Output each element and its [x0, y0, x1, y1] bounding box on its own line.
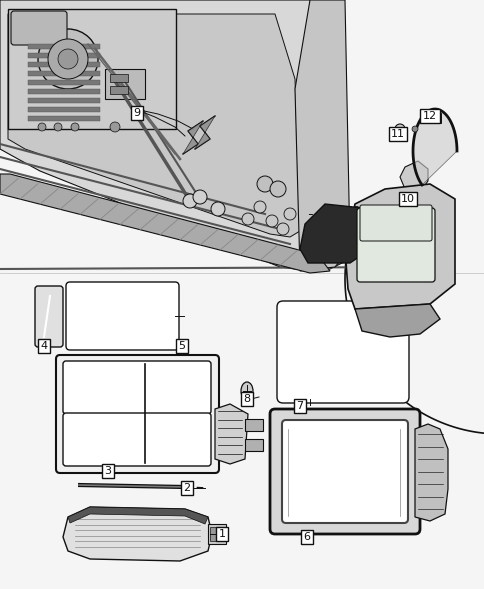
Bar [28, 62, 100, 67]
Bar [28, 80, 100, 85]
Bar [110, 74, 128, 82]
Circle shape [394, 124, 404, 134]
Polygon shape [399, 161, 427, 189]
FancyBboxPatch shape [66, 282, 179, 350]
Text: 3: 3 [104, 466, 111, 476]
Circle shape [48, 39, 88, 79]
FancyBboxPatch shape [270, 409, 419, 534]
Bar [28, 53, 100, 58]
Polygon shape [8, 14, 300, 237]
Text: 7: 7 [296, 401, 303, 411]
Polygon shape [68, 507, 208, 524]
FancyBboxPatch shape [356, 208, 434, 282]
FancyBboxPatch shape [63, 361, 211, 414]
Bar [110, 86, 128, 94]
Bar [28, 107, 100, 112]
FancyBboxPatch shape [359, 205, 431, 241]
Circle shape [182, 194, 197, 208]
Ellipse shape [241, 382, 253, 400]
FancyBboxPatch shape [35, 286, 63, 347]
FancyBboxPatch shape [56, 355, 219, 473]
Text: 8: 8 [243, 394, 250, 404]
Circle shape [211, 202, 225, 216]
FancyBboxPatch shape [63, 413, 211, 466]
Text: 10: 10 [400, 194, 414, 204]
Circle shape [270, 181, 286, 197]
Bar [28, 98, 100, 103]
FancyBboxPatch shape [281, 420, 407, 523]
Polygon shape [354, 304, 439, 337]
Text: 5: 5 [178, 341, 185, 351]
Polygon shape [182, 121, 203, 154]
Circle shape [265, 215, 277, 227]
Bar [105, 69, 145, 99]
Bar [28, 89, 100, 94]
Bar [432, 113, 440, 123]
Bar [28, 44, 100, 49]
Text: 12: 12 [422, 111, 436, 121]
Polygon shape [214, 404, 247, 464]
Circle shape [193, 190, 207, 204]
Text: 9: 9 [133, 108, 140, 118]
Text: 11: 11 [390, 129, 404, 139]
Polygon shape [412, 109, 456, 185]
Bar [28, 71, 100, 76]
FancyBboxPatch shape [276, 301, 408, 403]
Text: 2: 2 [183, 483, 190, 493]
Circle shape [254, 201, 265, 213]
Polygon shape [414, 424, 447, 521]
Bar [244, 439, 262, 451]
Circle shape [257, 176, 272, 192]
Circle shape [71, 123, 79, 131]
Circle shape [284, 208, 295, 220]
Circle shape [54, 123, 62, 131]
FancyBboxPatch shape [11, 11, 67, 45]
Polygon shape [195, 116, 214, 149]
Circle shape [110, 122, 120, 132]
Polygon shape [300, 204, 377, 263]
Bar [8, 9, 176, 129]
Polygon shape [294, 0, 349, 271]
Bar [244, 419, 262, 431]
Circle shape [242, 213, 254, 225]
Circle shape [276, 223, 288, 235]
Polygon shape [63, 507, 212, 561]
Polygon shape [0, 174, 329, 273]
Bar [208, 524, 226, 544]
Circle shape [411, 126, 417, 132]
Bar [28, 116, 100, 121]
Polygon shape [344, 184, 454, 309]
Polygon shape [0, 0, 349, 271]
Circle shape [38, 29, 98, 89]
Circle shape [58, 49, 78, 69]
Text: 4: 4 [40, 341, 47, 351]
Text: 6: 6 [303, 532, 310, 542]
Bar [210, 527, 217, 541]
Text: 1: 1 [218, 529, 225, 539]
Circle shape [38, 123, 46, 131]
